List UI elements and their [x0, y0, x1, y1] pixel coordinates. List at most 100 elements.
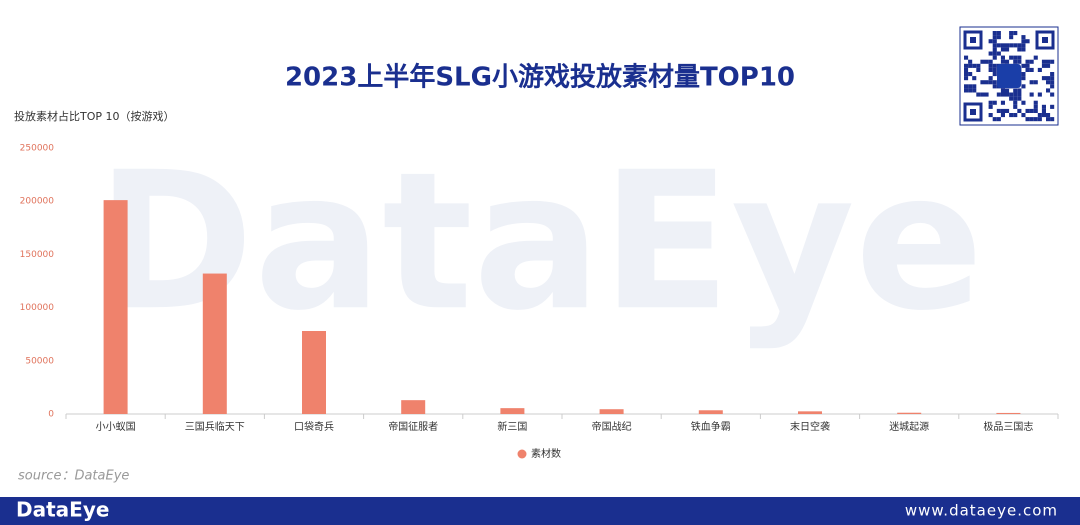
qr-cell	[1017, 96, 1022, 101]
qr-cell	[968, 84, 973, 89]
qr-cell	[996, 108, 1001, 113]
qr-cell	[1025, 59, 1030, 64]
qr-cell	[964, 72, 969, 77]
qr-cell	[1033, 55, 1038, 60]
qr-cell	[992, 84, 997, 89]
qr-cell	[1021, 43, 1026, 48]
qr-cell	[1033, 117, 1038, 122]
qr-cell	[1013, 88, 1018, 93]
qr-cell	[1013, 31, 1018, 36]
qr-cell	[1009, 55, 1014, 60]
qr-cell	[988, 63, 993, 68]
qr-cell	[984, 80, 989, 85]
qr-cell	[1013, 104, 1018, 109]
bar	[897, 412, 922, 414]
qr-cell	[1050, 104, 1055, 109]
qr-cell	[1041, 76, 1046, 81]
qr-cell	[988, 59, 993, 64]
qr-cell	[992, 55, 997, 60]
bar	[302, 331, 326, 414]
qr-cell	[992, 80, 997, 85]
qr-cell	[1005, 47, 1010, 52]
qr-cell	[988, 113, 993, 118]
qr-cell	[992, 63, 997, 68]
qr-cell	[1017, 55, 1022, 60]
x-tick-label: 铁血争霸	[691, 420, 731, 433]
qr-cell	[1050, 92, 1055, 97]
qr-cell	[1005, 108, 1010, 113]
qr-cell	[1021, 72, 1026, 77]
qr-cell	[1041, 59, 1046, 64]
y-tick-label: 50000	[25, 356, 54, 366]
qr-cell	[1037, 67, 1042, 72]
qr-cell	[964, 67, 969, 72]
qr-finder	[963, 30, 983, 50]
qr-cell	[1021, 113, 1026, 118]
qr-cell	[1013, 113, 1018, 118]
qr-cell	[1005, 92, 1010, 97]
bar	[996, 412, 1021, 414]
qr-cell	[1041, 63, 1046, 68]
qr-cell	[1033, 108, 1038, 113]
qr-cell	[1009, 92, 1014, 97]
qr-cell	[992, 39, 997, 44]
qr-cell	[992, 43, 997, 48]
qr-cell	[1037, 117, 1042, 122]
qr-cell	[972, 88, 977, 93]
qr-cell	[1046, 59, 1051, 64]
qr-cell	[964, 55, 969, 60]
qr-finder	[1042, 37, 1048, 43]
qr-cell	[964, 84, 969, 89]
x-tick-label: 三国兵临天下	[185, 420, 245, 433]
qr-cell	[992, 67, 997, 72]
bar	[500, 408, 525, 414]
qr-cell	[1041, 104, 1046, 109]
qr-cell	[1037, 92, 1042, 97]
qr-cell	[976, 67, 981, 72]
qr-cell	[1000, 55, 1005, 60]
qr-cell	[1005, 59, 1010, 64]
qr-cell	[1046, 63, 1051, 68]
qr-cell	[1009, 96, 1014, 101]
qr-cell	[996, 43, 1001, 48]
qr-cell	[1000, 47, 1005, 52]
qr-cell	[988, 67, 993, 72]
qr-cell	[1017, 59, 1022, 64]
qr-cell	[1046, 113, 1051, 118]
qr-cell	[1000, 59, 1005, 64]
qr-cell	[996, 51, 1001, 56]
qr-cell	[1000, 113, 1005, 118]
qr-cell	[1009, 35, 1014, 40]
qr-cell	[1000, 108, 1005, 113]
footer-bar	[0, 497, 1080, 525]
qr-cell	[976, 92, 981, 97]
qr-cell	[1050, 59, 1055, 64]
qr-cell	[1050, 76, 1055, 81]
qr-cell	[1033, 100, 1038, 105]
qr-finder	[1035, 30, 1055, 50]
qr-cell	[1000, 92, 1005, 97]
qr-cell	[992, 100, 997, 105]
qr-cell	[1041, 108, 1046, 113]
qr-cell	[1009, 113, 1014, 118]
footer-brand: DataEye	[16, 498, 109, 522]
qr-cell	[1021, 63, 1026, 68]
qr-cell	[1013, 96, 1018, 101]
qr-cell	[1013, 92, 1018, 97]
qr-cell	[964, 63, 969, 68]
x-tick-label: 新三国	[497, 420, 527, 433]
qr-cell	[1025, 67, 1030, 72]
chart-title: 2023上半年SLG小游戏投放素材量TOP10	[285, 62, 795, 93]
qr-cell	[1029, 92, 1034, 97]
qr-cell	[980, 59, 985, 64]
legend-marker	[517, 449, 527, 459]
y-tick-label: 0	[48, 410, 54, 420]
qr-cell	[1021, 76, 1026, 81]
qr-cell	[1017, 108, 1022, 113]
qr-cell	[996, 31, 1001, 36]
qr-cell	[996, 92, 1001, 97]
qr-cell	[992, 47, 997, 52]
watermark: DataEye	[96, 131, 983, 352]
qr-cell	[1000, 100, 1005, 105]
